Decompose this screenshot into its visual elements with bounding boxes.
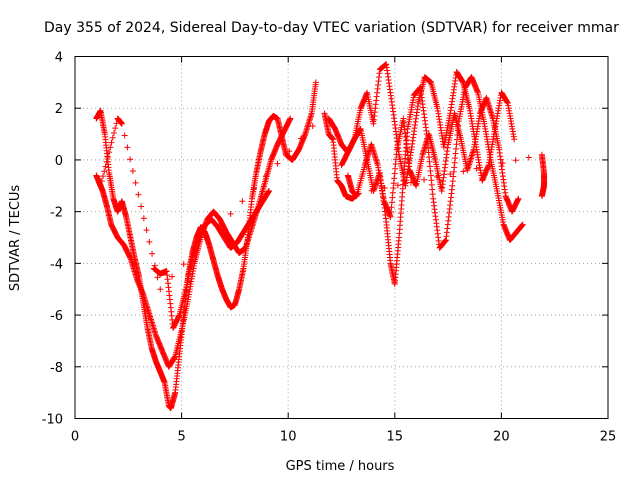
y-tick-label: -6 xyxy=(50,309,63,324)
data-point xyxy=(421,176,428,183)
data-point xyxy=(140,215,147,222)
grid xyxy=(75,56,608,419)
data-point xyxy=(97,182,104,189)
series-trace-a xyxy=(93,79,319,412)
data-point xyxy=(473,165,480,172)
data-point xyxy=(103,158,110,165)
data-point xyxy=(511,136,518,143)
data-point xyxy=(262,173,269,180)
data-point xyxy=(368,187,375,194)
series-trace-c xyxy=(150,187,273,331)
data-point xyxy=(104,153,111,160)
x-tick-label: 0 xyxy=(71,430,79,445)
data-point xyxy=(274,160,281,167)
data-point xyxy=(499,160,506,167)
data-point xyxy=(381,185,388,192)
series-trace-e xyxy=(325,61,518,189)
data-point xyxy=(515,195,522,202)
data-point xyxy=(149,250,156,257)
data-point xyxy=(118,120,125,127)
data-point xyxy=(192,248,199,255)
data-point xyxy=(169,273,176,280)
data-point xyxy=(109,134,116,141)
data-point xyxy=(512,157,519,164)
data-point xyxy=(157,286,164,293)
data-point xyxy=(394,182,401,189)
data-point xyxy=(251,185,258,192)
data-point xyxy=(538,193,545,200)
data-point xyxy=(138,203,145,210)
data-point xyxy=(447,171,454,178)
data-point xyxy=(110,129,117,136)
data-point xyxy=(132,179,139,186)
data-point xyxy=(312,79,319,86)
data-point xyxy=(107,144,114,151)
data-point xyxy=(135,191,142,198)
data-point xyxy=(287,115,294,122)
x-tick-label: 5 xyxy=(177,430,185,445)
axis-ticks: 0 5 10 15 20 25 -10 -8 -6 -4 -2 0 2 4 xyxy=(42,51,617,445)
x-tick-label: 10 xyxy=(280,430,297,445)
x-tick-label: 25 xyxy=(600,430,617,445)
data-point xyxy=(106,149,113,156)
data-point xyxy=(100,173,107,180)
x-axis-label: GPS time / hours xyxy=(286,459,395,474)
y-tick-label: -2 xyxy=(50,206,63,221)
data-point xyxy=(108,139,115,146)
y-tick-label: 2 xyxy=(55,102,63,117)
data-point xyxy=(460,168,467,175)
data-point xyxy=(121,132,128,139)
y-tick-label: 4 xyxy=(55,51,63,66)
plot-frame xyxy=(74,56,609,419)
data-point xyxy=(355,190,362,197)
data-point xyxy=(180,261,187,268)
data-point xyxy=(146,238,153,245)
x-tick-label: 15 xyxy=(387,430,404,445)
data-point xyxy=(407,179,414,186)
series-trace-d xyxy=(338,74,526,288)
chart-title: Day 355 of 2024, Sidereal Day-to-day VTE… xyxy=(44,20,619,36)
data-point xyxy=(129,168,136,175)
y-tick-label: -4 xyxy=(50,257,63,272)
data-point xyxy=(143,227,150,234)
data-point xyxy=(227,210,234,217)
data-point xyxy=(266,187,273,194)
data-point xyxy=(98,177,105,184)
data-point xyxy=(525,154,532,161)
data-point xyxy=(151,262,158,269)
data-point xyxy=(486,162,493,169)
series-trace-g xyxy=(93,110,548,293)
data-point xyxy=(297,135,304,142)
series-trace-f xyxy=(344,94,522,220)
data-point xyxy=(286,148,293,155)
y-tick-label: -8 xyxy=(50,361,63,376)
y-axis-label: SDTVAR / TECUs xyxy=(8,185,23,292)
data-point xyxy=(215,223,222,230)
data-point xyxy=(519,221,526,228)
y-tick-label: -10 xyxy=(42,413,63,428)
data-point xyxy=(154,274,161,281)
x-tick-label: 20 xyxy=(493,430,510,445)
data-point xyxy=(239,198,246,205)
data-point xyxy=(124,144,131,151)
data-point xyxy=(102,163,109,170)
y-tick-label: 0 xyxy=(55,154,63,169)
data-points xyxy=(93,61,548,412)
data-point xyxy=(434,173,441,180)
data-point xyxy=(112,125,119,132)
data-point xyxy=(127,156,134,163)
data-point xyxy=(204,235,211,242)
data-point xyxy=(101,168,108,175)
data-point xyxy=(309,122,316,129)
